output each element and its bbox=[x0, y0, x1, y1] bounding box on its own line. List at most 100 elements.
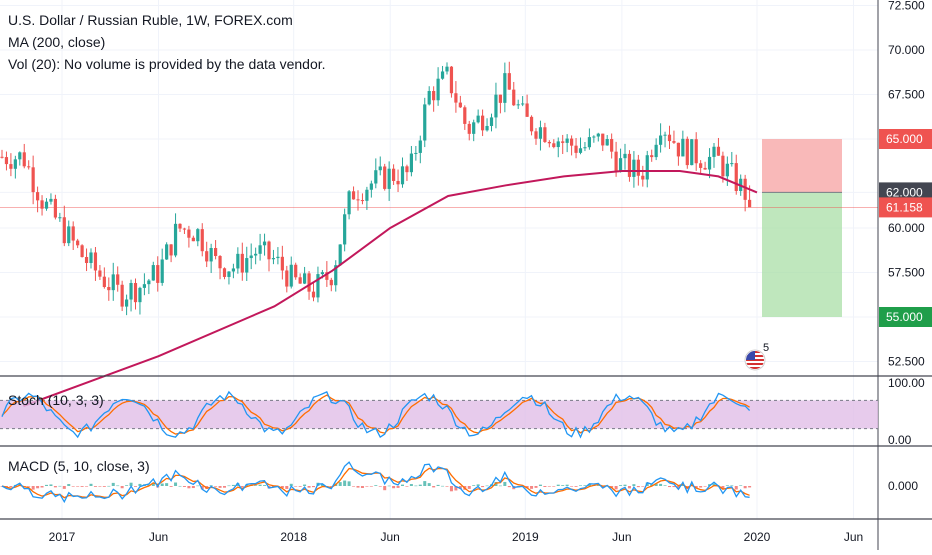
macd-bar bbox=[374, 485, 378, 486]
target-price-tag-bg bbox=[879, 307, 932, 327]
candle-body bbox=[4, 157, 9, 165]
candle-body bbox=[667, 134, 672, 142]
candle-body bbox=[565, 138, 569, 143]
macd-bar bbox=[169, 486, 173, 487]
candle-body bbox=[721, 155, 725, 177]
macd-bar bbox=[294, 486, 298, 487]
candle-body bbox=[734, 163, 738, 192]
candle-body bbox=[160, 259, 164, 283]
time-tick-label: Jun bbox=[381, 530, 400, 544]
candle-body bbox=[27, 166, 31, 168]
macd-bar bbox=[120, 486, 124, 489]
candle-body bbox=[116, 274, 120, 285]
macd-bar bbox=[409, 484, 413, 486]
candle-body bbox=[427, 90, 431, 105]
candle-body bbox=[40, 200, 44, 209]
time-tick-label: 2020 bbox=[744, 530, 771, 544]
macd-bar bbox=[547, 486, 551, 487]
candle-body bbox=[280, 256, 284, 271]
candle-body bbox=[485, 125, 489, 131]
candle-body bbox=[271, 258, 276, 260]
candle-body bbox=[636, 159, 640, 176]
candle-body bbox=[356, 199, 360, 201]
candle-body bbox=[378, 166, 382, 171]
candle-body bbox=[89, 252, 93, 264]
candle-body bbox=[369, 183, 373, 190]
candle-body bbox=[125, 299, 129, 307]
macd-bar bbox=[369, 486, 373, 487]
candle-body bbox=[258, 245, 262, 254]
stoch-tick-label: 100.00 bbox=[888, 376, 925, 390]
time-tick-label: Jun bbox=[149, 530, 168, 544]
price-tick-label: 60.000 bbox=[888, 221, 925, 235]
candle-body bbox=[627, 153, 632, 177]
macd-bar bbox=[445, 486, 449, 487]
candle-body bbox=[570, 138, 574, 146]
macd-bar bbox=[623, 484, 627, 486]
time-tick-label: Jun bbox=[844, 530, 863, 544]
candle-body bbox=[307, 273, 311, 292]
take-profit-zone bbox=[762, 192, 842, 317]
candle-body bbox=[494, 94, 498, 118]
candle-body bbox=[0, 156, 4, 158]
candle-body bbox=[218, 256, 222, 269]
macd-bar bbox=[338, 482, 342, 486]
us-flag-icon[interactable]: 5 bbox=[744, 342, 774, 374]
candle-body bbox=[467, 123, 471, 134]
macd-bar bbox=[681, 484, 685, 486]
macd-bar bbox=[329, 486, 333, 487]
candle-body bbox=[374, 170, 378, 184]
candle-body bbox=[151, 265, 155, 281]
candle-body bbox=[440, 71, 445, 79]
candle-body bbox=[31, 167, 35, 193]
stoch-tick-label: 0.00 bbox=[888, 433, 912, 447]
candle-body bbox=[387, 168, 391, 189]
macd-bar bbox=[405, 486, 409, 487]
candle-body bbox=[267, 241, 271, 260]
candle-body bbox=[650, 155, 654, 158]
macd-bar bbox=[432, 486, 436, 488]
macd-bar bbox=[663, 485, 667, 486]
candle-body bbox=[396, 180, 400, 185]
macd-bar bbox=[365, 486, 369, 487]
macd-bar bbox=[307, 486, 311, 488]
candle-body bbox=[547, 141, 551, 144]
macd-bar bbox=[89, 483, 93, 486]
candle-body bbox=[578, 148, 583, 153]
candle-body bbox=[681, 138, 685, 157]
candle-body bbox=[347, 191, 351, 215]
candle-body bbox=[525, 103, 529, 117]
candle-body bbox=[329, 279, 333, 286]
candle-body bbox=[489, 117, 494, 126]
macd-bar bbox=[40, 486, 44, 488]
macd-bar bbox=[165, 483, 169, 486]
candle-body bbox=[383, 166, 387, 189]
macd-bar bbox=[356, 486, 360, 488]
candle-body bbox=[36, 192, 40, 201]
candle-body bbox=[84, 256, 89, 264]
candle-body bbox=[543, 127, 547, 142]
macd-bar bbox=[743, 486, 747, 489]
macd-bar bbox=[525, 486, 529, 489]
candle-body bbox=[262, 241, 267, 246]
macd-bar bbox=[694, 486, 698, 489]
time-tick-label: 2019 bbox=[512, 530, 539, 544]
candle-body bbox=[676, 142, 680, 157]
candle-body bbox=[605, 139, 609, 146]
macd-bar bbox=[196, 485, 200, 487]
macd-bar bbox=[236, 483, 240, 486]
macd-bar bbox=[71, 486, 75, 487]
candle-body bbox=[102, 276, 106, 288]
stop-price-tag: 65.000 bbox=[886, 132, 923, 146]
last-price-tag: 61.158 bbox=[886, 200, 923, 214]
price-tick-label: 57.500 bbox=[888, 266, 925, 280]
candle-body bbox=[601, 133, 605, 146]
candle-body bbox=[409, 153, 413, 173]
candle-body bbox=[507, 73, 511, 90]
macd-bar bbox=[659, 483, 663, 486]
macd-bar bbox=[53, 486, 57, 488]
candle-body bbox=[120, 284, 124, 307]
candle-body bbox=[200, 229, 204, 252]
